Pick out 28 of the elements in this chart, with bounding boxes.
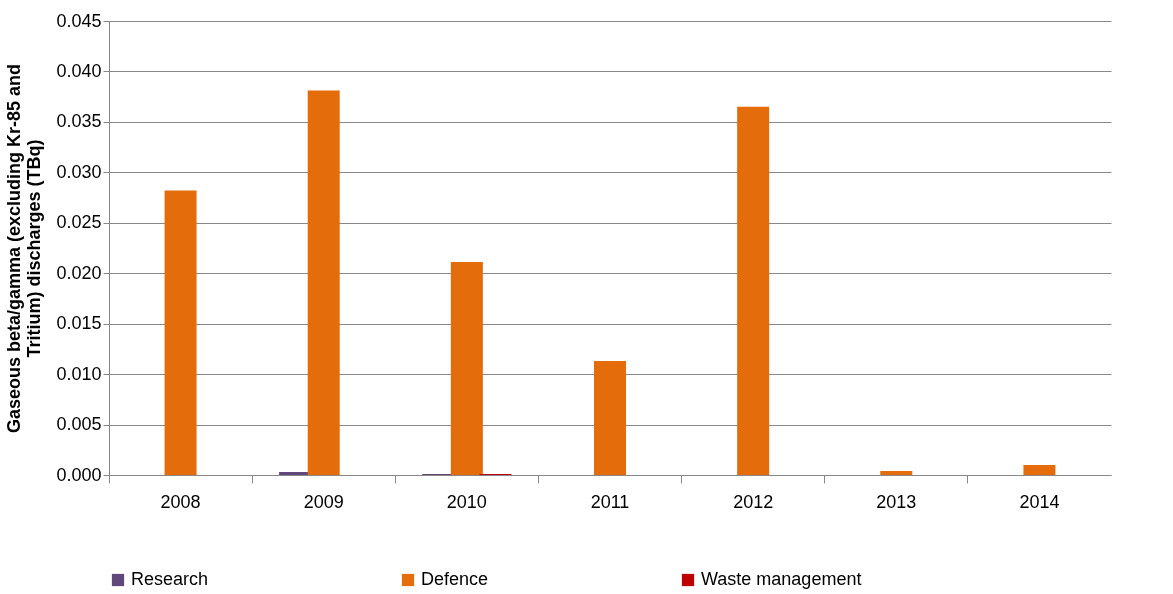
y-tick-label: 0.010: [56, 363, 102, 384]
legend-label: Defence: [421, 569, 489, 589]
y-tick-label: 0.005: [56, 414, 102, 435]
y-tick-label: 0.000: [56, 464, 102, 485]
y-tick-label: 0.030: [56, 161, 102, 182]
bar: [880, 470, 913, 475]
bar: [307, 90, 340, 475]
bar: [594, 361, 626, 475]
y-axis-title: Gaseous beta/gamma (excluding Kr-85 and Tritium) discharges (TBq): [4, 63, 45, 434]
bar: [450, 262, 483, 475]
x-tick-label: 2011: [590, 491, 630, 512]
x-tick-label: 2008: [160, 491, 201, 512]
legend-label: Waste management: [701, 569, 862, 589]
x-tick-label: 2010: [446, 491, 487, 512]
bar: [164, 190, 197, 475]
y-tick-label: 0.040: [56, 60, 102, 81]
y-tick-label: 0.035: [56, 111, 102, 132]
bar: [737, 106, 770, 475]
x-tick-label: 2009: [303, 491, 344, 512]
x-tick-label: 2012: [733, 491, 774, 512]
y-tick-label: 0.015: [56, 313, 102, 334]
legend-label: Research: [131, 569, 209, 589]
y-tick-label: 0.025: [56, 212, 102, 233]
x-tick-label: 2013: [876, 491, 917, 512]
x-tick-label: 2014: [1019, 491, 1060, 512]
y-tick-label: 0.020: [56, 262, 102, 283]
bar: [1023, 464, 1056, 475]
y-tick-label: 0.045: [56, 10, 102, 31]
